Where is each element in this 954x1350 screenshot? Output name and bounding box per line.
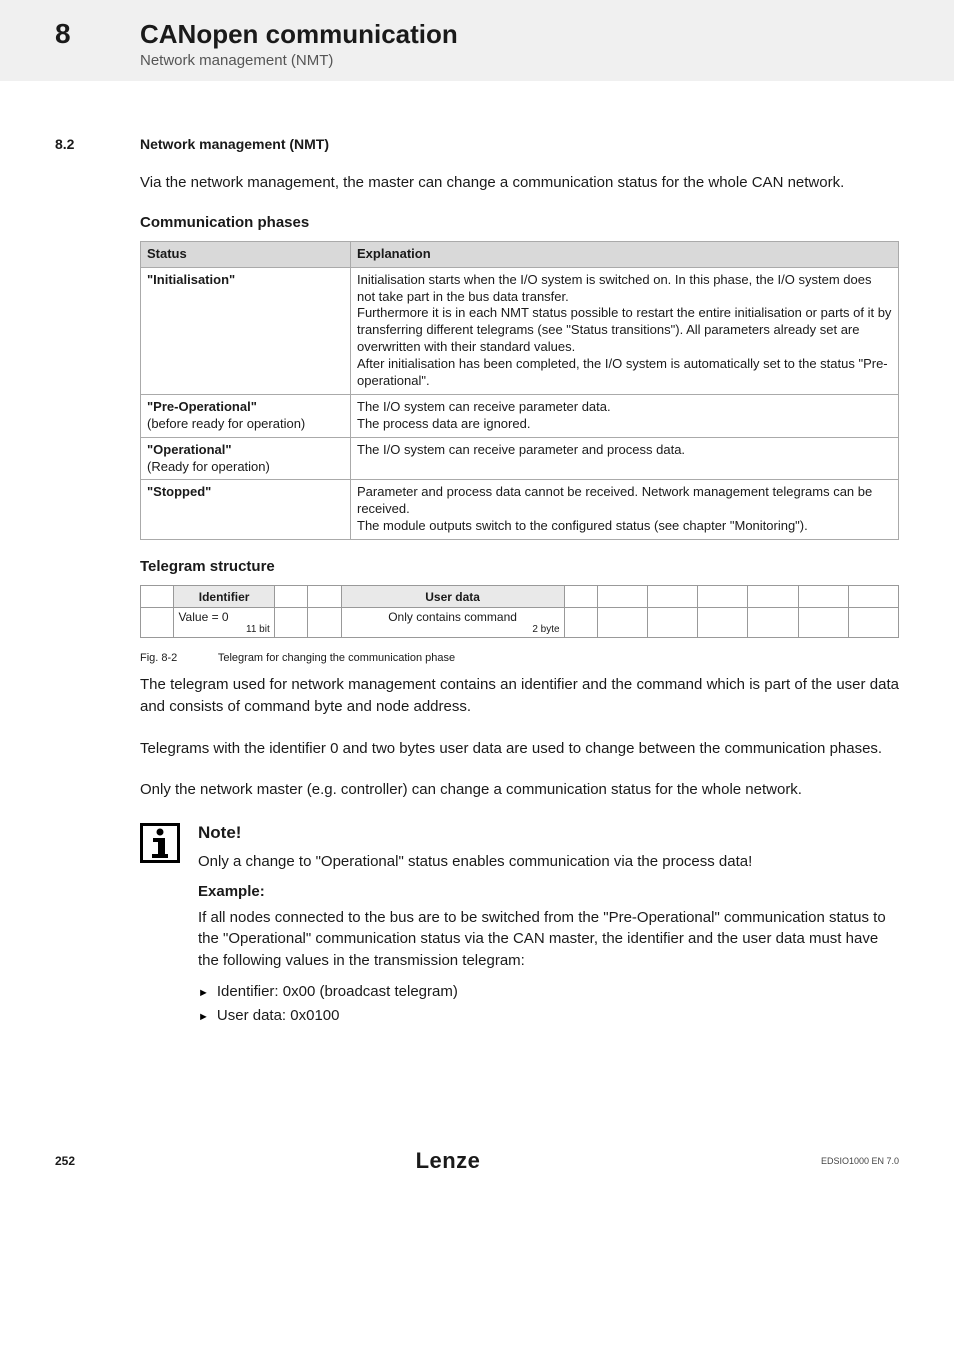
note-body: Only a change to "Operational" status en… <box>198 851 899 1028</box>
tg-spacer <box>798 608 848 638</box>
tg-ud-val: Only contains command <box>388 610 517 624</box>
info-icon <box>140 823 180 863</box>
para-phases: Telegrams with the identifier 0 and two … <box>140 738 899 760</box>
note-body2: If all nodes connected to the bus are to… <box>198 907 899 972</box>
tg-spacer <box>141 586 174 608</box>
tg-spacer <box>748 586 798 608</box>
para-after-fig: The telegram used for network management… <box>140 674 899 718</box>
content-area: Via the network management, the master c… <box>0 172 954 1028</box>
brand-logo: Lenze <box>416 1148 481 1174</box>
tg-spacer <box>598 608 648 638</box>
bullet-item: User data: 0x0100 <box>198 1004 899 1028</box>
intro-paragraph: Via the network management, the master c… <box>140 172 899 194</box>
tg-spacer <box>308 608 341 638</box>
note-bullets: Identifier: 0x00 (broadcast telegram)Use… <box>198 980 899 1028</box>
tg-userdata-header: User data <box>341 586 564 608</box>
tg-spacer <box>274 586 307 608</box>
tg-id-val: Value = 0 <box>178 610 228 624</box>
figure-text: Telegram for changing the communication … <box>218 652 455 664</box>
telegram-heading: Telegram structure <box>140 558 899 575</box>
explanation-cell: The I/O system can receive parameter and… <box>351 437 899 480</box>
doc-id: EDSIO1000 EN 7.0 <box>821 1156 899 1166</box>
section-title: Network management (NMT) <box>140 136 329 152</box>
col-status: Status <box>141 241 351 267</box>
note-heading: Note! <box>198 823 899 843</box>
tg-spacer <box>748 608 798 638</box>
comm-phases-table: Status Explanation "Initialisation"Initi… <box>140 241 899 540</box>
tg-spacer <box>564 586 597 608</box>
tg-spacer <box>308 586 341 608</box>
col-explanation: Explanation <box>351 241 899 267</box>
chapter-subtitle: Network management (NMT) <box>140 52 954 69</box>
tg-spacer <box>274 608 307 638</box>
tg-spacer <box>141 608 174 638</box>
section-heading: 8.2 Network management (NMT) <box>0 136 954 152</box>
status-cell: "Initialisation" <box>141 267 351 394</box>
tg-userdata-value: Only contains command 2 byte <box>341 608 564 638</box>
tg-spacer <box>698 586 748 608</box>
chapter-title: CANopen communication <box>140 19 458 50</box>
page-number: 252 <box>55 1154 75 1168</box>
section-number: 8.2 <box>55 136 140 152</box>
tg-spacer <box>598 586 648 608</box>
tg-spacer <box>648 608 698 638</box>
tg-spacer <box>848 608 898 638</box>
example-label: Example: <box>198 881 899 903</box>
bullet-item: Identifier: 0x00 (broadcast telegram) <box>198 980 899 1004</box>
status-cell: "Stopped" <box>141 480 351 540</box>
tg-spacer <box>564 608 597 638</box>
note-body1: Only a change to "Operational" status en… <box>198 851 899 873</box>
tg-spacer <box>848 586 898 608</box>
figure-label: Fig. 8-2 <box>140 652 215 664</box>
note-block: Note! Only a change to "Operational" sta… <box>140 823 899 1028</box>
tg-ud-bytes: 2 byte <box>346 624 560 635</box>
comm-phases-heading: Communication phases <box>140 214 899 231</box>
chapter-row: 8 CANopen communication <box>0 18 954 50</box>
chapter-number: 8 <box>0 18 140 50</box>
header-band: 8 CANopen communication Network manageme… <box>0 0 954 81</box>
tg-spacer <box>698 608 748 638</box>
explanation-cell: Parameter and process data cannot be rec… <box>351 480 899 540</box>
footer: 252 Lenze EDSIO1000 EN 7.0 <box>0 1148 954 1174</box>
tg-spacer <box>648 586 698 608</box>
telegram-structure-table: Identifier User data Value = 0 11 bit On… <box>140 585 899 638</box>
tg-spacer <box>798 586 848 608</box>
tg-identifier-value: Value = 0 11 bit <box>174 608 274 638</box>
tg-identifier-header: Identifier <box>174 586 274 608</box>
status-cell: "Pre-Operational"(before ready for opera… <box>141 394 351 437</box>
para-master: Only the network master (e.g. controller… <box>140 779 899 801</box>
figure-caption: Fig. 8-2 Telegram for changing the commu… <box>140 652 899 664</box>
explanation-cell: Initialisation starts when the I/O syste… <box>351 267 899 394</box>
status-cell: "Operational"(Ready for operation) <box>141 437 351 480</box>
tg-id-bits: 11 bit <box>178 624 269 635</box>
explanation-cell: The I/O system can receive parameter dat… <box>351 394 899 437</box>
note-content: Note! Only a change to "Operational" sta… <box>198 823 899 1028</box>
